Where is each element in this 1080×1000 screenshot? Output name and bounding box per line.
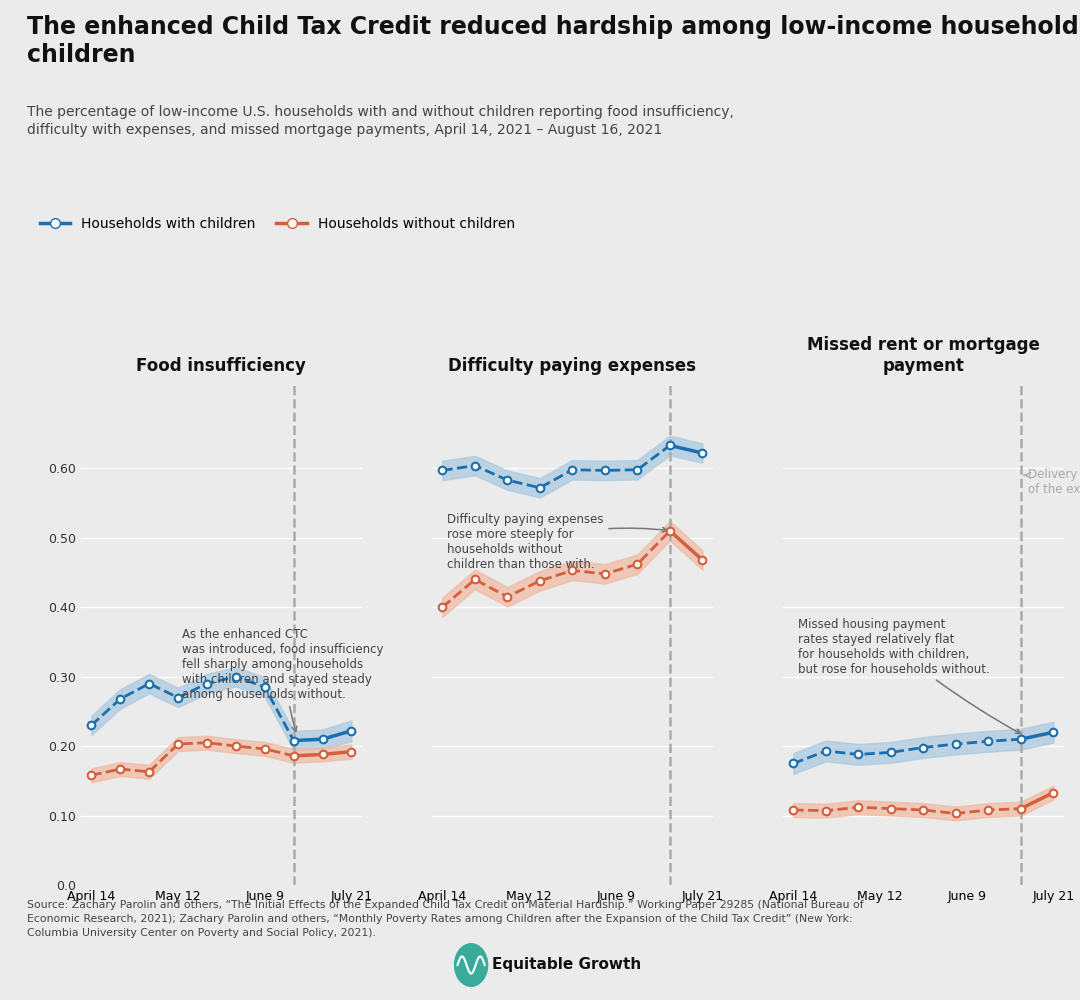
Title: Difficulty paying expenses: Difficulty paying expenses bbox=[448, 357, 697, 375]
Text: Equitable Growth: Equitable Growth bbox=[492, 958, 642, 972]
Title: Food insufficiency: Food insufficiency bbox=[136, 357, 307, 375]
Text: Source: Zachary Parolin and others, “The Initial Effects of the Expanded Child T: Source: Zachary Parolin and others, “The… bbox=[27, 900, 864, 938]
Circle shape bbox=[455, 944, 487, 986]
Text: The enhanced Child Tax Credit reduced hardship among low-income households with
: The enhanced Child Tax Credit reduced ha… bbox=[27, 15, 1080, 67]
Text: Missed housing payment
rates stayed relatively flat
for households with children: Missed housing payment rates stayed rela… bbox=[798, 618, 1021, 734]
Text: Delivery of the first payment
of the expanded CTC.: Delivery of the first payment of the exp… bbox=[1028, 468, 1080, 496]
Text: Difficulty paying expenses
rose more steeply for
households without
children tha: Difficulty paying expenses rose more ste… bbox=[447, 513, 667, 571]
Text: The percentage of low-income U.S. households with and without children reporting: The percentage of low-income U.S. househ… bbox=[27, 105, 734, 137]
Legend: Households with children, Households without children: Households with children, Households wit… bbox=[33, 212, 521, 237]
Title: Missed rent or mortgage
payment: Missed rent or mortgage payment bbox=[807, 336, 1040, 375]
Text: As the enhanced CTC
was introduced, food insufficiency
fell sharply among househ: As the enhanced CTC was introduced, food… bbox=[183, 628, 383, 731]
